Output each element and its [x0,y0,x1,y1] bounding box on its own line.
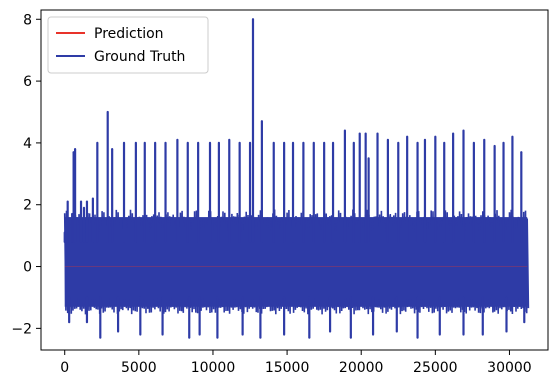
y-tick-label: 8 [23,12,32,28]
y-tick-label: 2 [23,198,32,214]
ground-truth-oscillation [63,209,530,315]
legend-box [47,16,209,74]
x-tick-label: 15000 [265,360,310,376]
legend-label-prediction: Prediction [94,26,164,42]
legend: Prediction Ground Truth [47,16,209,74]
plot-area [40,9,549,351]
x-tick-label: 0 [60,360,69,376]
legend-label-ground-truth: Ground Truth [94,49,185,65]
y-tick-label: −2 [11,321,32,337]
x-tick-label: 25000 [413,360,458,376]
x-tick-label: 20000 [339,360,384,376]
x-tick-label: 30000 [487,360,532,376]
y-tick-label: 6 [23,74,32,90]
x-axis: 0 5000 10000 15000 20000 25000 30000 [60,350,532,376]
y-axis: −2 0 2 4 6 8 [11,12,41,337]
x-tick-label: 10000 [191,360,236,376]
y-tick-label: 4 [23,136,32,152]
series-layer [63,18,530,339]
y-tick-label: 0 [23,260,32,276]
x-tick-label: 5000 [121,360,157,376]
